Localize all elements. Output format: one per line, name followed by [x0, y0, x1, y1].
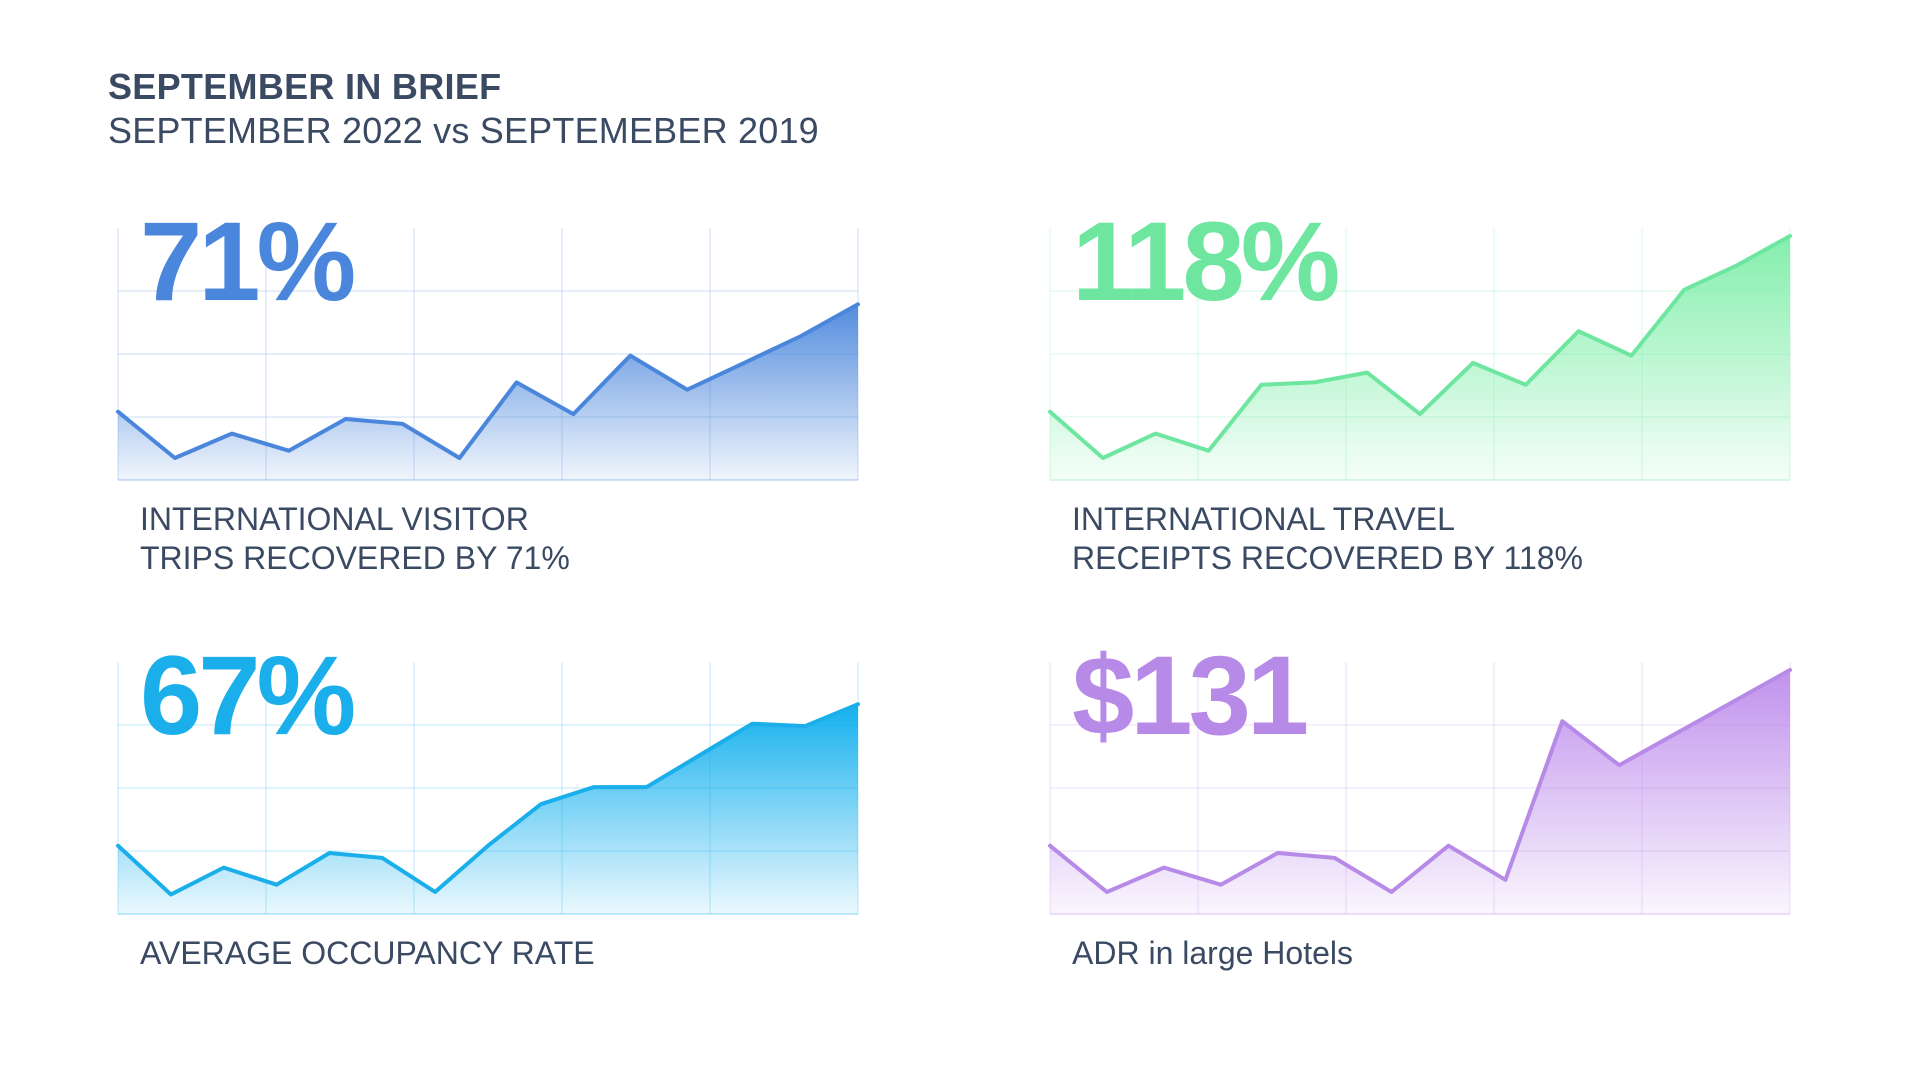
- chart-caption: INTERNATIONAL TRAVEL RECEIPTS RECOVERED …: [1072, 501, 1583, 576]
- chart-occupancy-rate: [116, 662, 860, 915]
- page-subtitle: SEPTEMBER 2022 vs SEPTEMEBER 2019: [108, 110, 819, 151]
- series-area: [1050, 670, 1790, 914]
- panel-adr-hotels: $131 ADR in large Hotels: [1048, 640, 1810, 982]
- series-points: [1049, 235, 1791, 459]
- headline-value: 67%: [140, 633, 356, 758]
- panel-travel-receipts: 118% INTERNATIONAL TRAVEL RECEIPTS RECOV…: [1048, 206, 1810, 576]
- series-area: [118, 704, 858, 914]
- series-points: [1049, 669, 1791, 893]
- chart-caption: ADR in large Hotels: [1072, 935, 1353, 971]
- series-line: [116, 302, 860, 460]
- chart-caption: AVERAGE OCCUPANCY RATE: [140, 935, 595, 971]
- series-line: [1048, 668, 1792, 894]
- chart-visitor-trips: [116, 228, 860, 481]
- headline-value: $131: [1072, 633, 1309, 758]
- panel-occupancy-rate: 67% AVERAGE OCCUPANCY RATE: [116, 640, 878, 982]
- series-points: [117, 704, 859, 895]
- panel-visitor-trips: 71% INTERNATIONAL VISITOR TRIPS RECOVERE…: [116, 206, 878, 576]
- series-points: [117, 304, 859, 459]
- series-area: [118, 304, 858, 480]
- chart-caption: INTERNATIONAL VISITOR TRIPS RECOVERED BY…: [140, 501, 570, 576]
- chart-travel-receipts: [1048, 228, 1792, 481]
- page-title: SEPTEMBER IN BRIEF: [108, 66, 502, 107]
- headline-value: 71%: [140, 199, 356, 324]
- headline-value: 118%: [1072, 199, 1340, 324]
- chart-adr-hotels: [1048, 662, 1792, 915]
